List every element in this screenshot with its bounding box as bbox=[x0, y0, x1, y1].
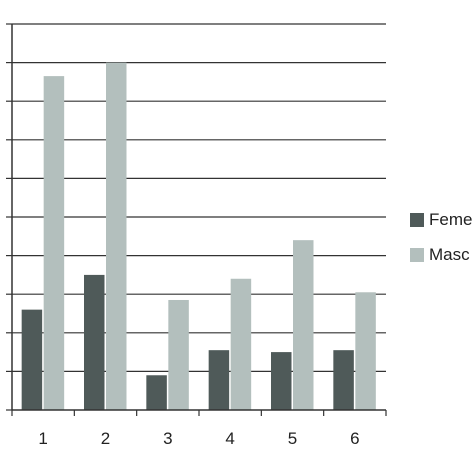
x-tick-labels: 1 2 3 4 5 6 bbox=[38, 429, 359, 448]
x-tick-label: 6 bbox=[350, 429, 359, 448]
legend: Feme Masc bbox=[410, 210, 474, 280]
x-tick-label: 3 bbox=[163, 429, 172, 448]
bar-series-1-cat-1 bbox=[21, 309, 43, 410]
legend-swatch-series-2 bbox=[410, 248, 424, 262]
bar-series-1-cat-3 bbox=[146, 375, 167, 410]
x-tick-label: 1 bbox=[38, 429, 47, 448]
legend-swatch-series-1 bbox=[410, 213, 424, 227]
x-tick-label: 4 bbox=[225, 429, 234, 448]
bar-series-2-cat-5 bbox=[293, 240, 314, 410]
bar-series-1-cat-2 bbox=[84, 274, 105, 410]
bar-series-2-cat-3 bbox=[168, 299, 189, 410]
x-tick-label: 2 bbox=[101, 429, 110, 448]
x-tick-label: 5 bbox=[288, 429, 297, 448]
bars bbox=[21, 62, 376, 411]
legend-item-series-1: Feme bbox=[410, 210, 474, 230]
bar-series-2-cat-6 bbox=[355, 292, 376, 410]
legend-label-series-1: Feme bbox=[429, 210, 473, 229]
bar-series-2-cat-2 bbox=[106, 62, 127, 410]
bar-series-1-cat-6 bbox=[333, 350, 354, 410]
bar-series-1-cat-5 bbox=[271, 352, 292, 410]
axes bbox=[6, 23, 387, 416]
bar-series-1-cat-4 bbox=[208, 350, 230, 410]
legend-item-series-2: Masc bbox=[410, 245, 474, 265]
bar-series-2-cat-1 bbox=[43, 76, 65, 411]
bar-series-2-cat-4 bbox=[230, 278, 252, 410]
legend-label-series-2: Masc bbox=[429, 245, 470, 264]
gridlines bbox=[12, 23, 386, 372]
